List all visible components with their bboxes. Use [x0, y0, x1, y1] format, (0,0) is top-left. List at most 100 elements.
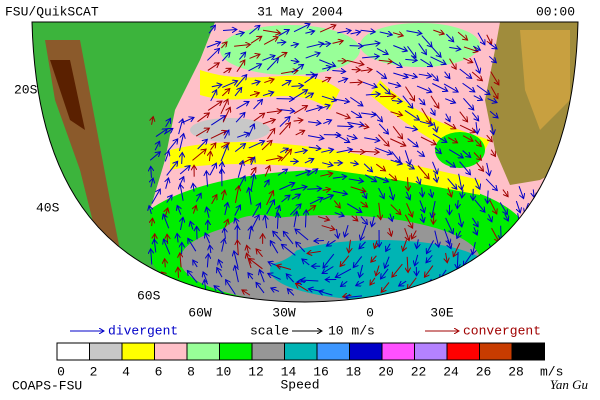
wind-arrow — [182, 153, 183, 164]
wind-arrow — [435, 173, 437, 182]
wind-arrow — [266, 200, 275, 215]
wind-arrow — [390, 204, 401, 215]
wind-arrow — [225, 219, 228, 228]
date: 31 May 2004 — [257, 4, 343, 19]
wind-arrow — [349, 151, 365, 152]
wind-arrow — [305, 107, 322, 112]
wind-arrow — [207, 48, 219, 61]
wind-arrow — [221, 42, 227, 49]
wind-arrow — [387, 83, 401, 86]
wind-arrow — [488, 55, 496, 62]
wind-arrow — [290, 187, 307, 191]
wind-arrow — [473, 57, 480, 73]
wind-arrow — [267, 128, 274, 140]
wind-arrow — [205, 233, 211, 244]
wind-arrow — [266, 111, 282, 113]
colorbar-box — [121, 342, 155, 361]
wind-arrow — [268, 273, 281, 280]
wind-arrow — [457, 200, 458, 208]
wind-arrow — [249, 25, 260, 35]
wind-arrow — [386, 243, 390, 252]
colorbar-tick-label: 18 — [346, 364, 362, 379]
wind-arrow — [489, 200, 497, 213]
wind-arrow — [556, 187, 559, 202]
colorbar-tick-label: 12 — [248, 364, 264, 379]
wind-arrow — [505, 213, 508, 221]
wind-arrow — [361, 113, 376, 115]
wind-arrow — [249, 226, 251, 240]
wind-arrow — [236, 101, 249, 110]
wind-arrow — [463, 57, 472, 62]
wind-arrow — [319, 291, 333, 296]
wind-arrow — [381, 268, 389, 279]
wind-arrow — [393, 72, 408, 77]
wind-arrow — [471, 112, 478, 121]
wind-arrow — [462, 82, 475, 92]
wind-arrow — [403, 74, 418, 77]
wind-arrow — [276, 265, 292, 270]
wind-arrow — [234, 44, 250, 46]
wind-arrow — [390, 186, 394, 200]
wind-arrow — [376, 70, 386, 79]
wind-arrow — [248, 64, 262, 72]
wind-arrow — [266, 191, 274, 206]
wind-arrow — [404, 127, 417, 130]
wind-arrow — [375, 163, 385, 171]
wind-arrow — [381, 282, 390, 292]
footer-right: Yan Gu — [550, 377, 589, 392]
map-area — [32, 22, 578, 302]
wind-arrow — [445, 159, 456, 167]
wind-arrow — [149, 152, 160, 161]
wind-arrow — [295, 171, 311, 177]
wind-arrow — [197, 113, 209, 123]
wind-arrow — [459, 68, 472, 78]
wind-arrow — [209, 163, 216, 176]
wind-arrow — [223, 68, 232, 73]
wind-arrow — [180, 253, 181, 268]
wind-arrow — [302, 259, 310, 266]
wind-arrow — [332, 191, 347, 194]
wind-arrow — [353, 256, 363, 267]
wind-arrow — [195, 128, 209, 137]
wind-arrow — [416, 85, 432, 92]
wind-arrow — [291, 194, 301, 200]
wind-arrow — [262, 119, 275, 125]
colorbar-box — [56, 342, 90, 361]
lon-label: 30E — [430, 305, 454, 320]
wind-arrow — [350, 32, 361, 34]
wind-arrow — [211, 116, 225, 126]
wind-arrow — [487, 190, 488, 204]
wind-arrow — [449, 47, 461, 49]
wind-arrow — [404, 228, 410, 240]
wind-arrow — [307, 169, 318, 177]
wind-arrow — [296, 242, 306, 253]
time: 00:00 — [536, 4, 575, 19]
wind-arrow — [308, 147, 321, 149]
wind-arrow — [391, 101, 402, 102]
wind-arrow — [417, 239, 419, 248]
wind-arrow — [495, 277, 504, 292]
wind-arrow — [319, 105, 330, 109]
wind-arrow — [293, 120, 303, 121]
wind-arrow — [379, 202, 381, 220]
wind-arrow — [546, 216, 547, 227]
wind-arrow — [421, 35, 432, 48]
wind-arrow — [550, 277, 558, 289]
wind-arrow — [321, 78, 331, 82]
wind-arrow — [165, 151, 169, 162]
wind-arrow — [488, 214, 491, 222]
wind-arrow — [222, 107, 230, 123]
wind-arrow — [222, 190, 224, 201]
wind-arrow — [473, 152, 482, 160]
wind-arrow — [555, 264, 560, 275]
wind-arrow — [473, 96, 483, 100]
wind-arrow — [166, 195, 172, 203]
lon-label: 30W — [272, 305, 296, 320]
wind-arrow — [154, 239, 156, 253]
wind-arrow — [444, 121, 455, 128]
wind-arrow — [406, 191, 410, 200]
wind-arrow — [320, 173, 333, 176]
wind-arrow — [432, 200, 435, 218]
wind-arrow — [295, 283, 309, 292]
wind-arrow — [251, 81, 260, 84]
